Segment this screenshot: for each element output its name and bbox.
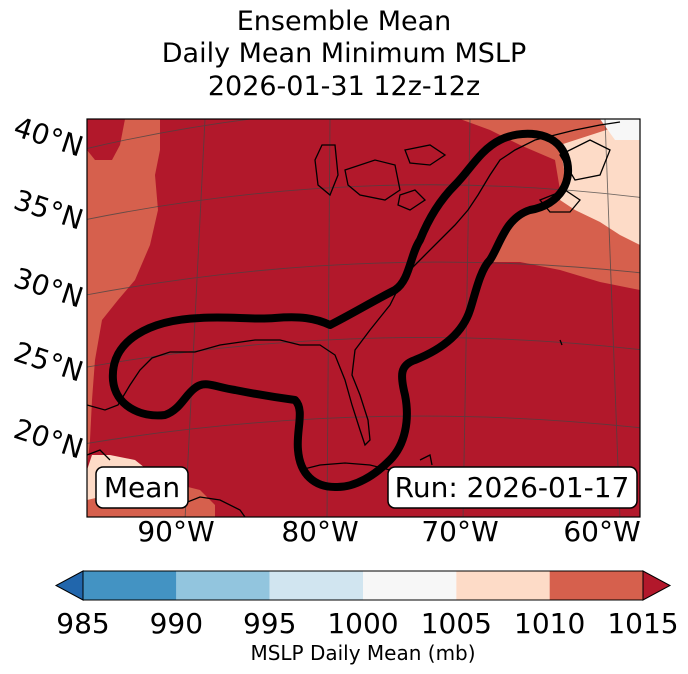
lon-label-70w: 70°W bbox=[421, 515, 498, 548]
colorbar-tick-label: 995 bbox=[243, 607, 296, 640]
mean-box bbox=[95, 466, 189, 509]
lon-label-90w: 90°W bbox=[137, 515, 214, 548]
title-line-1: Ensemble Mean bbox=[236, 6, 452, 37]
lat-label-25: 25°N bbox=[10, 335, 87, 388]
colorbar-segment bbox=[456, 571, 550, 600]
colorbar-extend-high bbox=[642, 570, 672, 601]
field-mid-west bbox=[87, 119, 160, 470]
colorbar: 985 990 995 1000 1005 1010 1015 bbox=[54, 570, 679, 640]
colorbar-segment bbox=[363, 571, 457, 600]
lat-label-30: 30°N bbox=[10, 261, 87, 314]
map-frame bbox=[86, 118, 641, 518]
mean-box-label: Mean bbox=[104, 471, 180, 504]
field-patch bbox=[87, 119, 125, 160]
graticule bbox=[87, 119, 640, 517]
colorbar-tick-label: 1000 bbox=[327, 607, 398, 640]
colorbar-frame bbox=[82, 570, 644, 601]
colorbar-extend-low bbox=[54, 570, 84, 601]
colorbar-tick-label: 1005 bbox=[421, 607, 492, 640]
run-box-label: Run: 2026-01-17 bbox=[395, 471, 630, 504]
map-field bbox=[87, 119, 640, 517]
lon-label-80w: 80°W bbox=[281, 515, 358, 548]
run-box bbox=[387, 466, 638, 509]
colorbar-segment bbox=[83, 571, 177, 600]
lat-label-20: 20°N bbox=[10, 412, 87, 465]
colorbar-tick-label: 985 bbox=[56, 607, 109, 640]
colorbar-segment bbox=[549, 571, 643, 600]
pressure-contour bbox=[108, 129, 573, 492]
colorbar-segment bbox=[176, 571, 270, 600]
title-line-2: Daily Mean Minimum MSLP bbox=[161, 38, 527, 69]
lon-label-60w: 60°W bbox=[563, 515, 640, 548]
colorbar-tick-label: 1010 bbox=[514, 607, 585, 640]
colorbar-tick-label: 990 bbox=[150, 607, 203, 640]
field-light-ne bbox=[560, 119, 640, 245]
lat-label-40: 40°N bbox=[10, 110, 87, 163]
colorbar-segment bbox=[269, 571, 363, 600]
field-white-ne bbox=[600, 119, 640, 140]
colorbar-label: MSLP Daily Mean (mb) bbox=[250, 641, 475, 665]
lat-label-35: 35°N bbox=[10, 183, 87, 236]
title-line-3: 2026-01-31 12z-12z bbox=[207, 71, 481, 102]
colorbar-tick-label: 1015 bbox=[607, 607, 678, 640]
